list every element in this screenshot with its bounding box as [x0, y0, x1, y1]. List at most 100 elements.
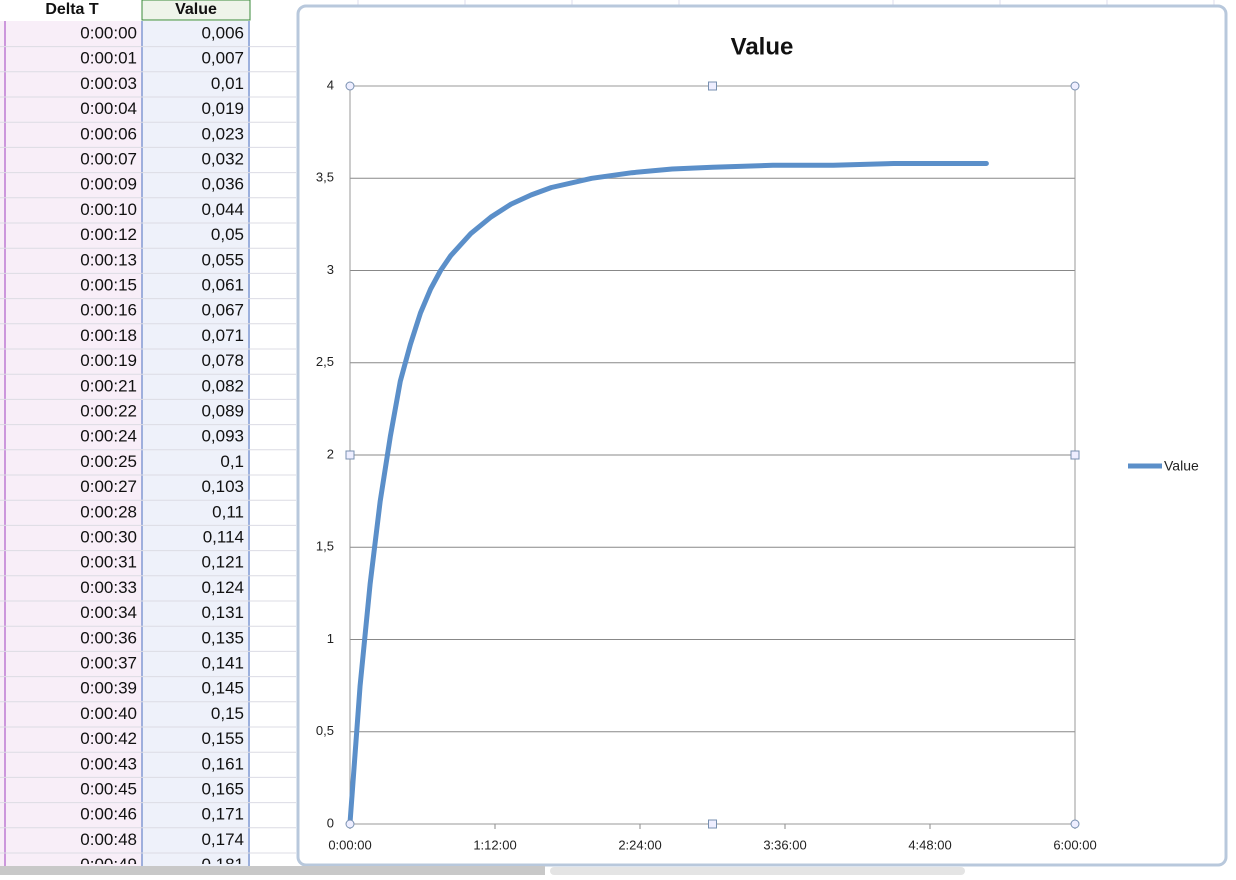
cell: 0:00:16: [80, 301, 137, 320]
cell: 0:00:33: [80, 578, 137, 597]
cell: 0:00:06: [80, 124, 137, 143]
resize-handle: [1070, 450, 1080, 460]
cell: 0,05: [211, 225, 244, 244]
cell: 0:00:34: [80, 603, 137, 622]
cell: 0,155: [201, 729, 244, 748]
cell: 0,141: [201, 653, 244, 672]
column-a-selection: [0, 21, 142, 866]
cell: 0,165: [201, 779, 244, 798]
resize-handle: [1070, 81, 1080, 91]
cell: 0:00:04: [80, 99, 137, 118]
cell: 0:00:01: [80, 49, 137, 68]
cell: 0,055: [201, 250, 244, 269]
column-b-selection: [142, 21, 250, 866]
cell: 0:00:42: [80, 729, 137, 748]
cell: 0:00:22: [80, 401, 137, 420]
cell: 0,171: [201, 805, 244, 824]
resize-handle: [345, 81, 355, 91]
y-tick-label: 1,5: [316, 539, 334, 554]
cell: 0,114: [203, 527, 244, 546]
cell: 0:00:15: [80, 275, 137, 294]
cell: 0:00:24: [80, 427, 137, 446]
cell: 0:00:46: [80, 805, 137, 824]
cell: 0,131: [201, 603, 244, 622]
resize-handle: [1070, 819, 1080, 829]
cell: 0,161: [201, 754, 244, 773]
cell: 0,019: [201, 99, 244, 118]
y-tick-label: 0: [327, 815, 334, 830]
cell: 0:00:00: [80, 23, 137, 42]
cell: 0:00:49: [80, 855, 137, 874]
y-tick-label: 2,5: [316, 354, 334, 369]
y-tick-label: 3: [327, 262, 334, 277]
header-cell: Value: [175, 1, 217, 18]
cell: 0,089: [201, 401, 244, 420]
cell: 0:00:27: [80, 477, 137, 496]
y-tick-label: 2: [327, 446, 334, 461]
cell: 0:00:28: [80, 502, 137, 521]
y-tick-label: 1: [327, 631, 334, 646]
cell: 0,071: [201, 326, 244, 345]
cell: 0:00:37: [80, 653, 137, 672]
y-tick-label: 3,5: [316, 170, 334, 185]
legend-label: Value: [1164, 458, 1199, 474]
chart-title: Value: [731, 33, 794, 60]
resize-handle: [345, 450, 355, 460]
x-tick-label: 2:24:00: [618, 837, 661, 852]
cell: 0,145: [201, 679, 244, 698]
cell: 0,135: [201, 628, 244, 647]
scrollbar[interactable]: [550, 867, 965, 875]
cell: 0,007: [201, 49, 244, 68]
cell: 0,11: [212, 502, 244, 521]
cell: 0:00:36: [80, 628, 137, 647]
cell: 0:00:45: [80, 779, 137, 798]
cell: 0,15: [211, 704, 244, 723]
cell: 0,103: [201, 477, 244, 496]
status-bar: [0, 866, 545, 875]
cell: 0,036: [201, 175, 244, 194]
cell: 0,078: [201, 351, 244, 370]
header-cell: Delta T: [45, 1, 99, 18]
cell: 0:00:40: [80, 704, 137, 723]
cell: 0:00:03: [80, 74, 137, 93]
chart: Value 0 0,5 1 1,5 2 2,5 3 3,5 4 0:00:00 1:12:00 2:24…: [316, 33, 1199, 852]
cell: 0:00:10: [80, 200, 137, 219]
cell: 0:00:30: [80, 527, 137, 546]
cell: 0:00:13: [80, 250, 137, 269]
header-cell: [141, 0, 251, 21]
cell: 0:00:07: [80, 149, 137, 168]
cell: 0:00:48: [80, 830, 137, 849]
resize-handle: [708, 819, 717, 829]
cell: 0,121: [201, 553, 244, 572]
resize-handle: [345, 819, 355, 829]
y-tick-label: 4: [327, 77, 334, 92]
cell: 0,067: [201, 301, 244, 320]
cell: 0,023: [201, 124, 244, 143]
cell: 0:00:25: [80, 452, 137, 471]
cell: 0,044: [201, 200, 244, 219]
cell: 0,124: [201, 578, 244, 597]
cell: 0,181: [201, 855, 244, 874]
x-tick-label: 3:36:00: [763, 837, 806, 852]
cell: 0,032: [201, 149, 244, 168]
cell: 0:00:09: [80, 175, 137, 194]
cell: 0,174: [201, 830, 244, 849]
x-tick-label: 4:48:00: [908, 837, 951, 852]
chart-frame[interactable]: [296, 4, 1228, 867]
cell: 0,006: [201, 23, 244, 42]
cell: 0,01: [211, 74, 244, 93]
cell: 0:00:21: [80, 376, 137, 395]
resize-handle: [708, 81, 717, 91]
y-tick-label: 0,5: [316, 723, 334, 738]
table: Delta T Value 0:00:00 0,006 0:00:01 0,007 0:00…: [0, 1, 296, 874]
cell: 0:00:12: [80, 225, 137, 244]
cell: 0:00:39: [80, 679, 137, 698]
cell: 0:00:19: [80, 351, 137, 370]
cell: 0,082: [201, 376, 244, 395]
data-line: [347, 161, 989, 826]
x-tick-label: 1:12:00: [473, 837, 516, 852]
cell: 0:00:18: [80, 326, 137, 345]
cell: 0,1: [220, 452, 244, 471]
x-tick-label: 6:00:00: [1053, 837, 1096, 852]
